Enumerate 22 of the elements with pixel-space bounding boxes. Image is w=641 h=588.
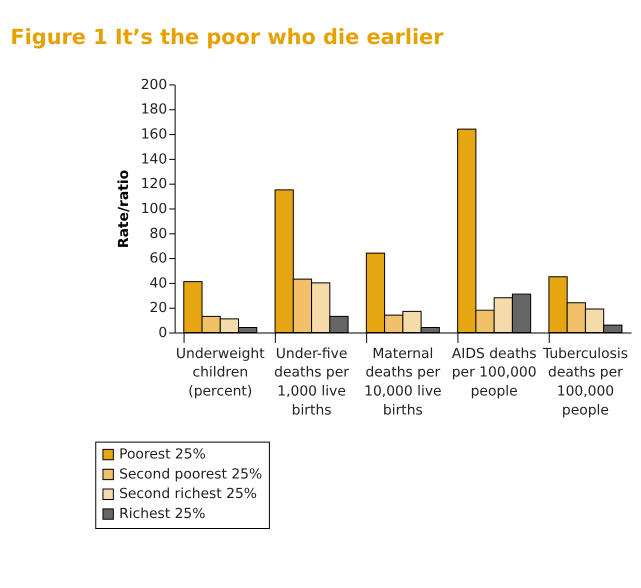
x-tick-label: Under-five deaths per 1,000 live births [274,346,350,418]
y-tick-label: 60 [150,250,168,267]
x-tick-label: AIDS deaths per 100,000 people [452,346,537,400]
legend-label: Poorest 25% [119,446,206,463]
legend-label: Second poorest 25% [119,466,262,482]
y-tick-label: 180 [140,102,168,118]
chart-title: Figure 1 It’s the poor who die earlier [10,24,444,49]
y-tick-label: 40 [150,275,168,292]
y-tick-label: 0 [158,324,168,341]
y-tick-label: 120 [140,176,168,192]
legend-label: Second richest 25% [119,486,257,502]
y-tick-label: 160 [140,126,168,143]
y-tick-label: 80 [150,226,168,242]
y-axis-title: Rate/ratio [116,170,132,248]
y-tick-label: 200 [140,76,168,93]
x-tick-label: Tuberculosis deaths per 100,000 people [542,346,628,418]
x-tick-label: Underweight children (percent) [176,346,266,400]
y-tick-label: 100 [140,200,168,217]
x-tick-label: Maternal deaths per 10,000 live births [364,346,442,418]
y-tick-label: 140 [140,151,168,168]
y-tick-label: 20 [150,300,168,316]
legend-label: Richest 25% [119,506,206,522]
